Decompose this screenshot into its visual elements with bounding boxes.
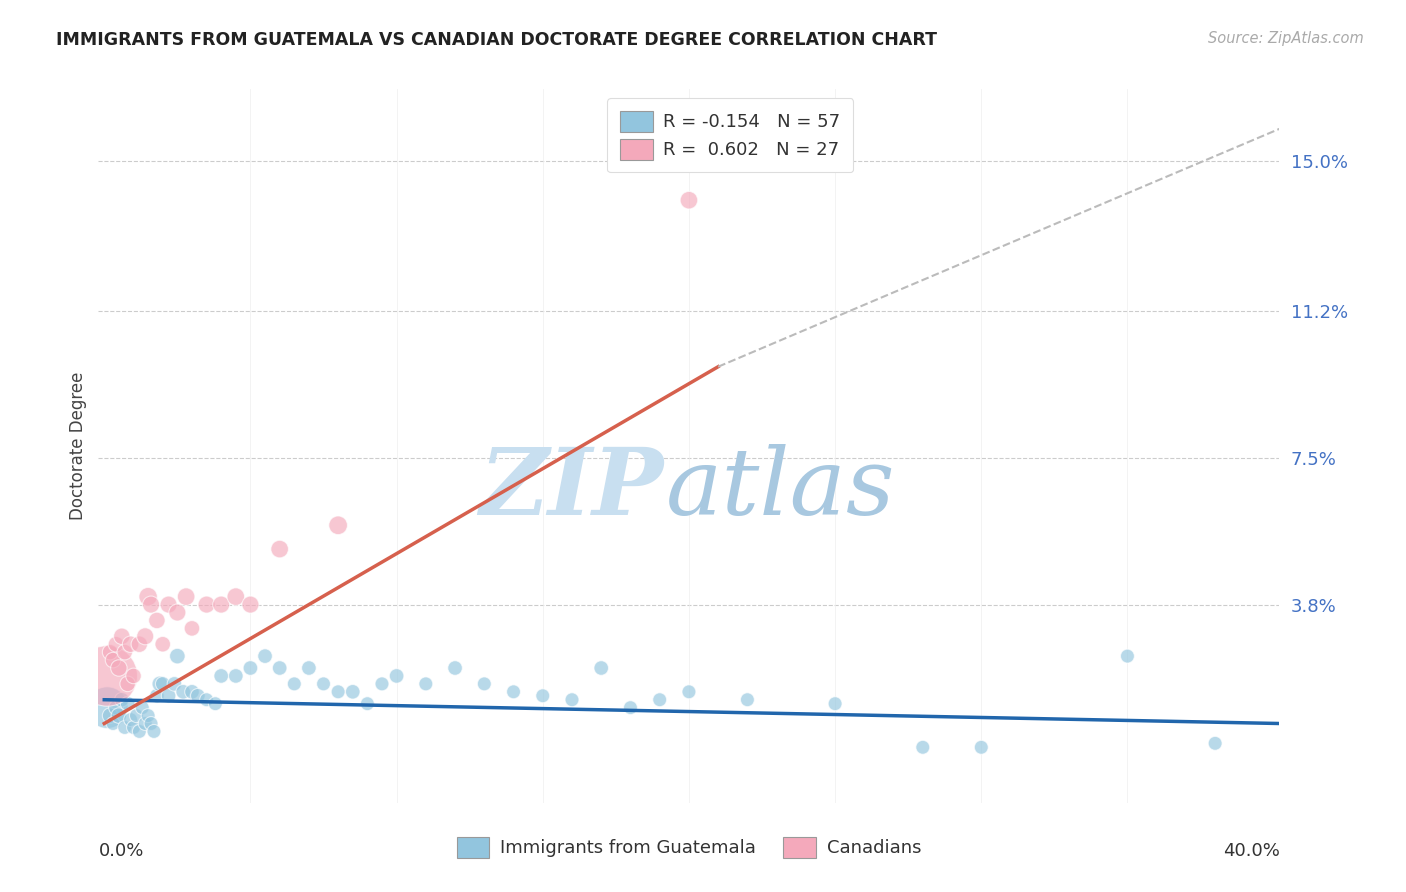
Point <box>648 692 671 706</box>
Point <box>104 637 127 651</box>
Point <box>269 542 291 557</box>
Point <box>101 716 124 731</box>
Point <box>104 700 127 714</box>
Text: Source: ZipAtlas.com: Source: ZipAtlas.com <box>1208 31 1364 46</box>
Text: atlas: atlas <box>665 444 894 533</box>
Point <box>146 614 169 628</box>
Text: IMMIGRANTS FROM GUATEMALA VS CANADIAN DOCTORATE DEGREE CORRELATION CHART: IMMIGRANTS FROM GUATEMALA VS CANADIAN DO… <box>56 31 938 49</box>
Point <box>166 649 188 664</box>
Point <box>619 700 641 714</box>
Point <box>131 700 153 714</box>
Point <box>122 721 145 735</box>
Point <box>531 689 554 703</box>
Point <box>98 645 121 659</box>
Point <box>96 700 118 714</box>
Point <box>143 724 166 739</box>
Point <box>1204 736 1226 750</box>
Point <box>172 685 194 699</box>
Point <box>225 669 247 683</box>
Point <box>371 677 394 691</box>
Point <box>120 637 142 651</box>
Point <box>128 724 150 739</box>
Point <box>181 621 204 635</box>
Text: 40.0%: 40.0% <box>1223 842 1279 860</box>
Point <box>96 669 118 683</box>
Point <box>472 677 495 691</box>
Legend: Immigrants from Guatemala, Canadians: Immigrants from Guatemala, Canadians <box>450 830 928 865</box>
Point <box>737 692 759 706</box>
Point <box>269 661 291 675</box>
Point <box>187 689 209 703</box>
Point <box>678 685 700 699</box>
Point <box>911 740 934 755</box>
Point <box>591 661 613 675</box>
Point <box>128 637 150 651</box>
Point <box>1116 649 1139 664</box>
Point <box>98 708 121 723</box>
Point <box>149 677 172 691</box>
Point <box>136 708 159 723</box>
Point <box>139 716 162 731</box>
Point <box>120 713 142 727</box>
Point <box>111 629 134 643</box>
Point <box>108 708 131 723</box>
Point <box>444 661 467 675</box>
Point <box>117 677 139 691</box>
Point <box>111 692 134 706</box>
Point <box>678 193 700 207</box>
Point <box>174 590 197 604</box>
Point <box>152 677 174 691</box>
Point <box>101 653 124 667</box>
Point <box>117 697 139 711</box>
Point <box>326 685 349 699</box>
Point <box>298 661 321 675</box>
Point <box>157 598 180 612</box>
Point <box>561 692 583 706</box>
Y-axis label: Doctorate Degree: Doctorate Degree <box>69 372 87 520</box>
Point <box>385 669 408 683</box>
Point <box>356 697 378 711</box>
Point <box>166 606 188 620</box>
Point <box>312 677 335 691</box>
Point <box>134 716 156 731</box>
Point <box>195 692 218 706</box>
Point <box>342 685 364 699</box>
Point <box>225 590 247 604</box>
Point <box>209 669 232 683</box>
Point <box>163 677 186 691</box>
Point <box>326 518 349 533</box>
Point <box>122 669 145 683</box>
Point <box>239 661 262 675</box>
Text: ZIP: ZIP <box>478 444 664 533</box>
Point <box>108 661 131 675</box>
Point <box>136 590 159 604</box>
Point <box>970 740 993 755</box>
Point <box>139 598 162 612</box>
Point <box>415 677 437 691</box>
Point <box>204 697 226 711</box>
Point <box>114 721 136 735</box>
Point <box>824 697 846 711</box>
Point <box>181 685 204 699</box>
Point <box>125 708 148 723</box>
Point <box>195 598 218 612</box>
Point <box>209 598 232 612</box>
Point <box>254 649 277 664</box>
Point <box>114 645 136 659</box>
Point <box>239 598 262 612</box>
Point <box>152 637 174 651</box>
Point <box>283 677 305 691</box>
Point <box>146 689 169 703</box>
Point <box>134 629 156 643</box>
Point <box>157 689 180 703</box>
Text: 0.0%: 0.0% <box>98 842 143 860</box>
Point <box>502 685 524 699</box>
